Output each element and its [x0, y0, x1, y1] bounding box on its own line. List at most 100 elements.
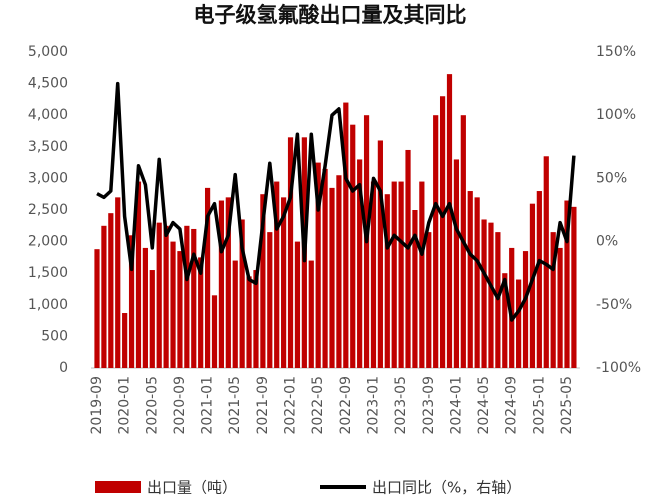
- x-tick-label: 2020-01: [117, 376, 133, 435]
- y2-tick-label: 50%: [596, 170, 627, 186]
- bar: [357, 159, 363, 368]
- bar: [198, 257, 204, 368]
- bar: [564, 200, 570, 368]
- bar: [529, 203, 536, 368]
- y2-tick-label: -100%: [596, 360, 641, 376]
- x-tick-label: 2022-09: [338, 376, 354, 435]
- bar: [336, 175, 342, 368]
- bar: [274, 181, 280, 368]
- bar: [377, 140, 383, 368]
- bar: [191, 228, 197, 368]
- bar: [446, 74, 453, 369]
- bar: [502, 273, 508, 368]
- bar: [481, 219, 487, 368]
- x-tick-label: 2020-05: [144, 376, 160, 435]
- bar: [163, 225, 169, 368]
- line: [96, 81, 576, 322]
- legend-swatch: [95, 481, 141, 493]
- x-tick-label: 2023-01: [365, 376, 381, 435]
- y-tick-label: 0: [59, 360, 68, 376]
- bar: [281, 197, 287, 368]
- bar: [287, 137, 294, 368]
- bar: [239, 219, 245, 368]
- bar: [439, 96, 446, 369]
- bar: [115, 197, 121, 368]
- x-tick-label: 2022-01: [283, 376, 299, 435]
- x-tick-label: 2022-05: [310, 376, 326, 435]
- y2-tick-label: -50%: [596, 297, 632, 313]
- y-tick-label: 3,000: [28, 170, 68, 186]
- x-tick-label: 2024-09: [504, 376, 520, 435]
- x-tick-label: 2021-09: [255, 376, 271, 435]
- bar: [550, 232, 556, 368]
- bar: [412, 210, 418, 368]
- bar: [260, 194, 266, 368]
- bar: [122, 313, 128, 368]
- bar: [391, 181, 397, 368]
- bar: [522, 251, 529, 368]
- bar: [177, 251, 183, 368]
- bar: [94, 249, 100, 368]
- bar: [225, 197, 231, 368]
- y-tick-label: 4,000: [28, 107, 68, 123]
- chart-title: 电子级氢氟酸出口量及其同比: [194, 3, 467, 27]
- bar: [322, 168, 328, 368]
- legend-label: 出口量（吨）: [147, 479, 237, 497]
- bar: [516, 279, 522, 368]
- bar: [308, 260, 314, 368]
- y2-tick-label: 150%: [596, 44, 636, 60]
- x-tick-label: 2023-05: [393, 376, 409, 435]
- bar: [142, 247, 148, 368]
- bar: [536, 191, 542, 368]
- y-tick-label: 2,500: [28, 202, 68, 218]
- x-tick-label: 2023-09: [421, 376, 437, 435]
- bar: [218, 200, 225, 368]
- x-tick-label: 2021-01: [200, 376, 216, 435]
- bar: [571, 206, 577, 368]
- bar: [267, 232, 273, 368]
- bar: [488, 222, 494, 368]
- bar: [149, 270, 155, 368]
- y-tick-label: 1,500: [28, 265, 68, 281]
- bar: [474, 197, 480, 368]
- bar: [204, 187, 211, 368]
- bar: [101, 225, 107, 368]
- bar: [170, 241, 176, 368]
- bar: [343, 102, 349, 368]
- bar: [135, 181, 142, 368]
- bar: [128, 235, 135, 368]
- x-tick-label: 2019-09: [89, 376, 105, 435]
- bar: [294, 241, 301, 368]
- y-tick-label: 5,000: [28, 44, 68, 60]
- y2-tick-label: 0%: [596, 234, 618, 250]
- bar: [453, 159, 460, 368]
- bar: [557, 247, 563, 368]
- bar: [350, 124, 356, 369]
- bar: [405, 149, 411, 368]
- bar: [232, 260, 238, 368]
- x-tick-label: 2020-09: [172, 376, 188, 435]
- bar: [329, 187, 335, 368]
- bar: [246, 276, 252, 368]
- bar: [398, 181, 404, 368]
- bar: [509, 247, 515, 368]
- x-tick-label: 2024-01: [448, 376, 464, 435]
- x-tick-label: 2025-01: [531, 376, 547, 435]
- legend-label: 出口同比（%，右轴）: [372, 479, 521, 497]
- y-tick-label: 500: [41, 328, 68, 344]
- y-tick-label: 4,500: [28, 76, 68, 92]
- bar: [419, 181, 425, 368]
- x-tick-label: 2024-05: [476, 376, 492, 435]
- bar: [370, 181, 377, 368]
- bar: [156, 222, 162, 368]
- bar: [433, 115, 439, 368]
- bar: [543, 156, 549, 368]
- y-tick-label: 2,000: [28, 234, 68, 250]
- bar: [384, 194, 390, 368]
- x-tick-label: 2025-05: [559, 376, 575, 435]
- y-tick-label: 3,500: [28, 139, 68, 155]
- y-tick-label: 1,000: [28, 297, 68, 313]
- bar: [315, 162, 321, 368]
- bar: [253, 270, 259, 368]
